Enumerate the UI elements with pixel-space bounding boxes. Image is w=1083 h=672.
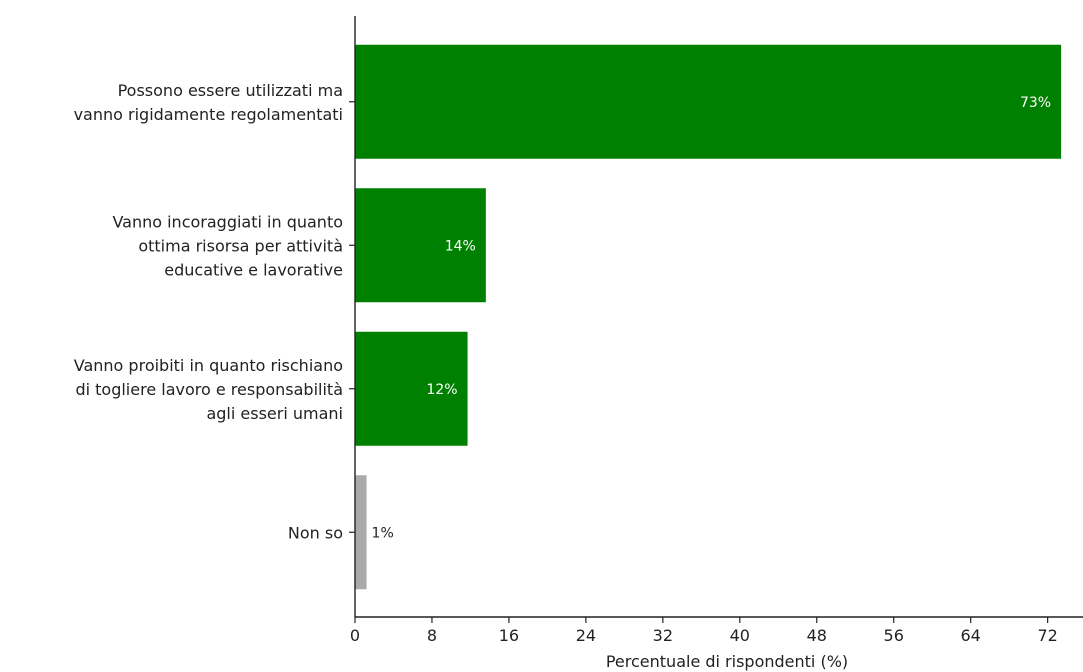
category-label-2: Vanno proibiti in quanto rischiano di tog… [74,356,343,423]
x-tick-label-1: 8 [427,626,437,645]
category-label-line: agli esseri umani [206,404,343,423]
category-label-1: Vanno incoraggiati in quanto ottima risor… [112,212,343,279]
value-labels-group: 73% 14% 12% 1% [372,95,1052,542]
bar-1 [355,188,486,303]
x-tick-label-0: 0 [350,626,360,645]
category-label-line: Vanno incoraggiati in quanto [112,212,343,231]
category-label-line: di togliere lavoro e responsabilità [75,380,343,399]
x-tick-label-9: 72 [1037,626,1057,645]
x-tick-label-5: 40 [730,626,750,645]
x-axis: 0 8 16 24 32 40 48 56 64 72 [350,616,1083,645]
bar-0 [355,44,1062,159]
value-label-1: 14% [445,238,476,254]
y-axis: Possono essere utilizzati ma vanno rigida… [74,16,356,617]
x-tick-label-6: 48 [807,626,827,645]
x-tick-label-8: 64 [961,626,981,645]
bars-group [355,44,1062,590]
category-label-0: Possono essere utilizzati ma vanno rigida… [74,81,343,124]
category-label-line: Non so [288,523,343,542]
bar-3 [355,475,367,590]
bar-2 [355,331,468,446]
x-tick-label-7: 56 [884,626,904,645]
x-tick-label-3: 24 [576,626,596,645]
value-label-2: 12% [426,382,457,398]
category-label-3: Non so [288,523,343,542]
value-label-0: 73% [1020,95,1051,111]
category-label-line: Possono essere utilizzati ma [118,81,343,100]
category-label-line: Vanno proibiti in quanto rischiano [74,356,343,375]
category-label-line: ottima risorsa per attività [138,236,343,255]
x-tick-label-4: 32 [653,626,673,645]
x-tick-label-2: 16 [499,626,519,645]
value-label-3: 1% [372,525,394,541]
category-label-line: educative e lavorative [164,260,343,279]
x-axis-title: Percentuale di rispondenti (%) [606,652,848,671]
category-label-line: vanno rigidamente regolamentati [74,105,343,124]
